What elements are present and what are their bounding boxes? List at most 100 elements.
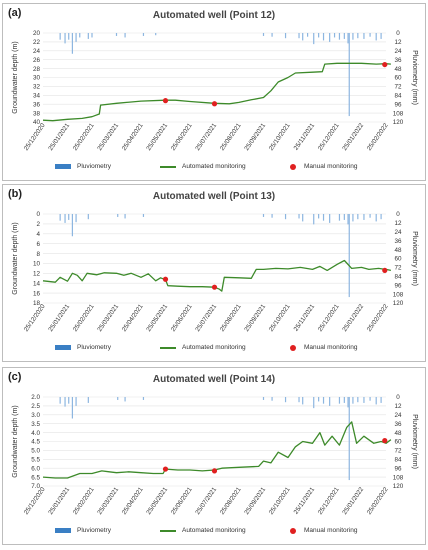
pluviometry-bar: [284, 214, 287, 220]
x-tick-label: 25/01/2022: [341, 486, 365, 516]
pluviometry-bar: [333, 33, 336, 38]
y-tick-label: 5.0: [31, 448, 40, 455]
pluviometry-bar: [68, 33, 70, 40]
y2-tick-label: 108: [393, 474, 404, 481]
x-tick-label: 25/02/2022: [366, 486, 390, 516]
y-tick-label: 24: [33, 48, 41, 55]
y-tick-label: 30: [33, 75, 41, 82]
y2-tick-label: 72: [394, 448, 402, 455]
pluviometry-bar: [71, 214, 73, 237]
pluviometry-bar: [322, 397, 325, 404]
chart-panel-a: (a) Automated well (Point 12) 20 22 24 26 28…: [2, 3, 426, 181]
pluviometry-bar: [322, 214, 325, 221]
x-tick-label: 25/08/2021: [219, 122, 243, 152]
pluviometry-bar: [87, 397, 89, 403]
y2-tick-label: 36: [394, 238, 402, 245]
x-tick-label: 25/05/2021: [145, 122, 169, 152]
manual-monitoring-point: [162, 276, 169, 282]
x-tick-label: 25/12/2021: [317, 122, 341, 152]
legend-label: Pluviometry: [77, 527, 111, 534]
y-tick-label: 34: [33, 93, 41, 100]
chart-panel-b: (b) Automated well (Point 13) 0 2 4 6 8 10 12 1…: [2, 184, 426, 362]
legend-label: Automated monitoring: [182, 344, 246, 351]
x-tick-label: 25/03/2021: [96, 486, 120, 516]
pluviometry-bar: [271, 397, 273, 401]
pluviometry-bar: [115, 33, 118, 36]
y2-tick-label: 96: [394, 101, 402, 108]
pluviometry-bar: [338, 33, 341, 40]
y-tick-label: 36: [33, 101, 41, 108]
pluviometry-bar: [380, 214, 382, 220]
automated-monitoring-line: [42, 259, 392, 292]
x-tick-label: 25/11/2021: [293, 486, 317, 516]
pluviometry-bar: [142, 33, 145, 36]
y-tick-label: 10: [33, 261, 41, 268]
legend-label: Automated monitoring: [182, 527, 246, 534]
legend-automated: Automated monitoring: [160, 344, 246, 351]
pluviometry-bar: [271, 33, 273, 37]
pluviometry-bar: [124, 214, 126, 219]
pluviometry-bar: [352, 33, 354, 40]
pluviometry-bar: [117, 214, 119, 217]
y-tick-label: 2: [36, 221, 40, 228]
pluviometry-bar: [302, 397, 304, 405]
y-tick-label: 2.0: [31, 394, 40, 401]
y2-tick-label: 108: [393, 110, 404, 117]
pluviometry-bar: [343, 397, 345, 403]
x-tick-label: 25/02/2021: [72, 303, 96, 333]
x-tick-label: 25/12/2021: [317, 486, 341, 516]
pluviometry-bar: [64, 214, 66, 223]
pluviometry-bar: [124, 33, 126, 38]
legend-swatch-pluviometry: [55, 528, 71, 533]
pluviometry-bar: [380, 33, 382, 39]
pluviometry-bar: [375, 397, 377, 405]
y2-tick-label: 84: [394, 274, 402, 281]
x-tick-label: 25/11/2021: [293, 122, 317, 152]
pluviometry-bar: [347, 397, 349, 408]
x-tick-label: 25/04/2021: [121, 486, 145, 516]
y2-tick-label: 24: [394, 412, 402, 419]
y-tick-label: 22: [33, 39, 41, 46]
pluviometry-bar: [68, 214, 70, 220]
pluviometry-bar: [363, 214, 365, 220]
manual-monitoring-point: [382, 438, 388, 444]
manual-monitoring-point: [162, 98, 169, 104]
y2-tick-label: 120: [393, 119, 404, 126]
x-tick-label: 25/01/2022: [341, 303, 365, 333]
pluviometry-bar: [313, 397, 315, 409]
y2-tick-label: 48: [394, 247, 402, 254]
manual-monitoring-point: [211, 101, 218, 107]
manual-monitoring-point: [382, 267, 388, 273]
pluviometry-bar: [348, 214, 350, 298]
pluviometry-bar: [313, 214, 315, 225]
y-tick-label: 2.5: [31, 403, 40, 410]
y2-tick-label: 0: [396, 394, 400, 401]
x-tick-label: 25/08/2021: [219, 303, 243, 333]
pluviometry-bar: [142, 214, 145, 217]
y2-tick-label: 120: [393, 300, 404, 307]
chart-plot: 0246810121416180122436486072849610812025…: [12, 211, 418, 333]
x-tick-label: 25/02/2022: [366, 122, 390, 152]
x-tick-label: 25/05/2021: [145, 303, 169, 333]
y2-tick-label: 60: [394, 256, 402, 263]
x-tick-label: 25/08/2021: [219, 486, 243, 516]
legend-swatch-automated: [160, 346, 176, 349]
manual-monitoring-point: [211, 284, 218, 290]
pluviometry-bar: [124, 397, 126, 402]
y2-tick-label: 0: [396, 211, 400, 218]
pluviometry-bar: [302, 33, 304, 41]
y2-tick-label: 12: [394, 39, 402, 46]
pluviometry-bar: [363, 397, 365, 403]
legend-label: Pluviometry: [77, 344, 111, 351]
legend-swatch-manual: [290, 344, 296, 351]
x-tick-label: 25/03/2021: [96, 303, 120, 333]
legend-manual: Manual monitoring: [285, 163, 357, 170]
pluviometry-bar: [302, 214, 304, 222]
x-tick-label: 25/10/2021: [268, 303, 292, 333]
pluviometry-bar: [298, 397, 300, 403]
y2-tick-label: 84: [394, 457, 402, 464]
pluviometry-bar: [348, 397, 350, 481]
y2-tick-label: 120: [393, 483, 404, 490]
pluviometry-bar: [375, 214, 377, 222]
pluviometry-bar: [369, 214, 371, 218]
